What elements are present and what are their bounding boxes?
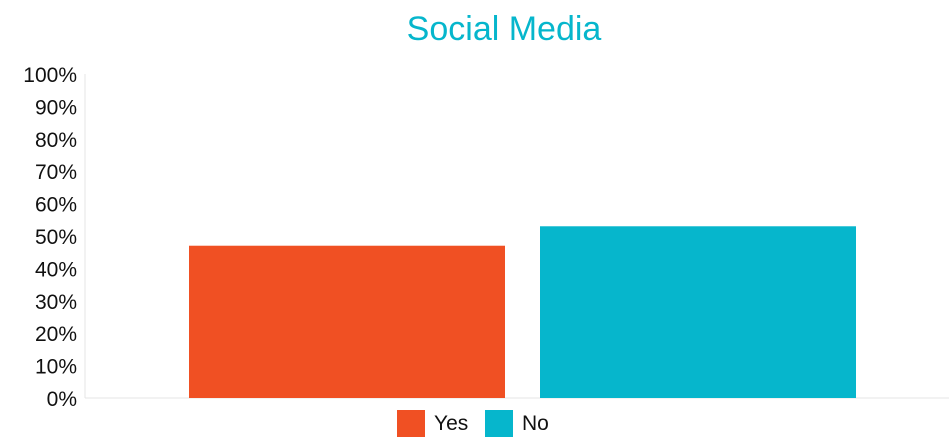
y-tick-label: 30% [35, 291, 77, 314]
legend-swatch-yes [397, 410, 425, 437]
y-tick-label: 20% [35, 323, 77, 346]
legend: Yes No [397, 410, 549, 437]
bar-no [540, 226, 856, 398]
legend-label-no: No [522, 412, 549, 435]
y-tick-label: 0% [47, 388, 77, 411]
y-tick-label: 10% [35, 356, 77, 379]
y-tick-label: 50% [35, 226, 77, 249]
legend-label-yes: Yes [434, 412, 468, 435]
y-tick-label: 40% [35, 258, 77, 281]
bars-group [189, 226, 856, 398]
y-tick-label: 90% [35, 96, 77, 119]
legend-swatch-no [485, 410, 513, 437]
y-tick-label: 60% [35, 194, 77, 217]
bar-yes [189, 245, 505, 398]
y-tick-label: 100% [23, 64, 77, 87]
y-tick-label: 80% [35, 129, 77, 152]
y-tick-label: 70% [35, 161, 77, 184]
y-axis: 0% 10% 20% 30% 40% 50% 60% 70% 80% 90% 100% [23, 64, 949, 411]
chart-title: Social Media [407, 10, 602, 48]
